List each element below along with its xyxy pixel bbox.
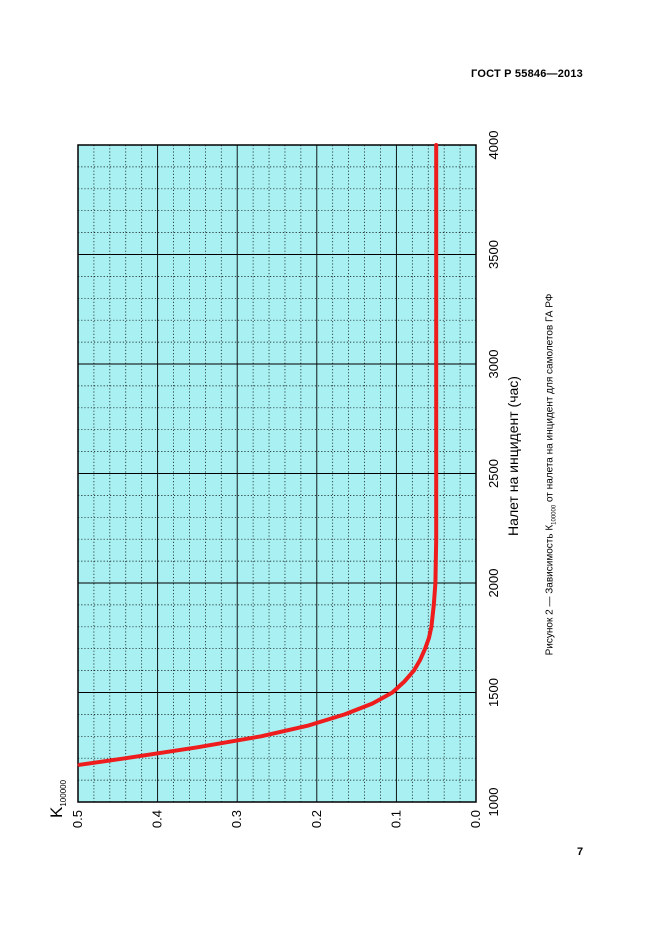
x-axis-title: Налет на инцидент (час) [505, 376, 521, 536]
data-series-line [77, 143, 439, 767]
y-tick-label: 0.1 [388, 810, 403, 828]
x-tick-label: 2000 [486, 569, 501, 598]
y-axis-title-subscript: 100000 [59, 779, 68, 806]
page-number: 7 [577, 846, 584, 858]
y-tick-label: 0.0 [468, 810, 483, 828]
y-tick-label: 0.3 [229, 810, 244, 828]
caption-text-after: от налета на инцидент для самолетов ГА Р… [544, 293, 556, 505]
y-axis-title: K100000 [47, 779, 68, 818]
x-tick-labels: 1000 1500 2000 2500 3000 3500 4000 [486, 131, 501, 817]
x-tick-label: 1500 [486, 678, 501, 707]
y-tick-label: 0.2 [309, 810, 324, 828]
plot-frame [77, 144, 477, 803]
caption-text-before: Рисунок 2 — Зависимость К [544, 524, 556, 656]
figure-caption: Рисунок 2 — Зависимость К100000 от налет… [545, 265, 558, 685]
x-tick-label: 4000 [486, 131, 501, 160]
x-tick-label: 3000 [486, 350, 501, 379]
y-tick-label: 0.5 [70, 810, 85, 828]
x-tick-label: 3500 [486, 240, 501, 269]
document-header: ГОСТ Р 55846—2013 [471, 68, 583, 80]
y-tick-labels: 0.0 0.1 0.2 0.3 0.4 0.5 [70, 810, 483, 828]
y-axis-title-main: K [47, 806, 66, 818]
caption-subscript: 100000 [551, 504, 558, 525]
x-tick-label: 2500 [486, 459, 501, 488]
y-tick-label: 0.4 [150, 810, 165, 828]
x-tick-label: 1000 [486, 788, 501, 817]
